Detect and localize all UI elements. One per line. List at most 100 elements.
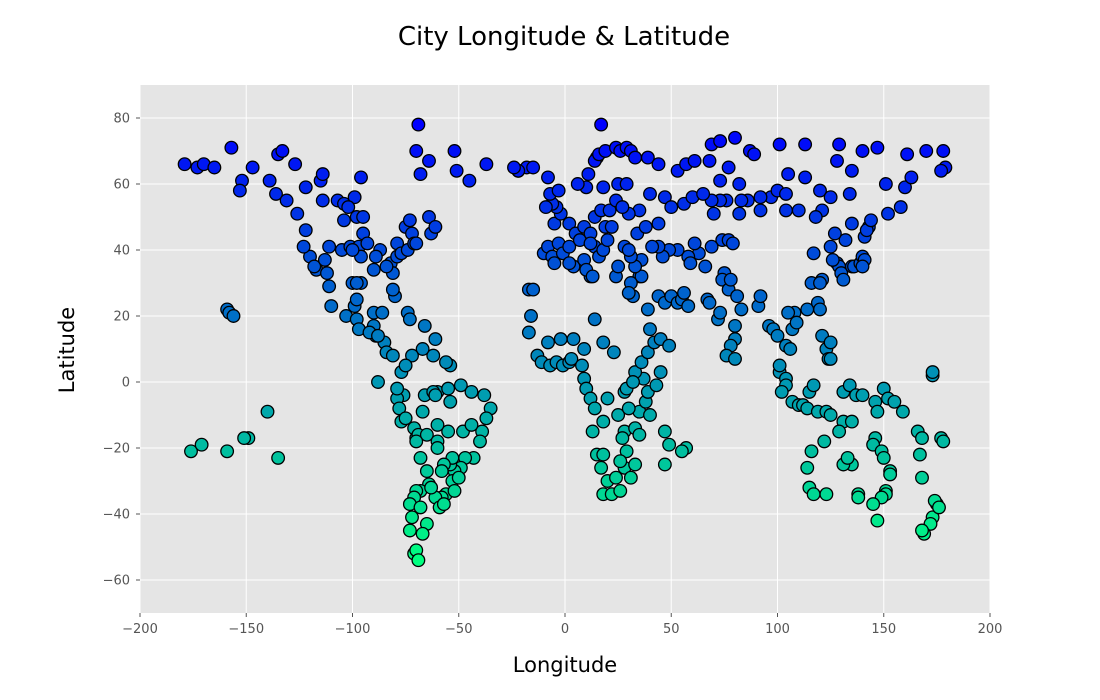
data-point: [866, 497, 881, 512]
data-point: [479, 157, 494, 172]
data-point: [632, 427, 647, 442]
data-point: [526, 160, 541, 175]
data-point: [823, 239, 838, 254]
data-point: [876, 450, 891, 465]
data-point: [791, 203, 806, 218]
data-point: [919, 144, 934, 158]
data-point: [237, 431, 252, 446]
data-point: [840, 450, 855, 465]
data-point: [451, 470, 466, 485]
data-point: [855, 259, 870, 274]
data-point: [887, 394, 902, 409]
data-point: [428, 219, 443, 234]
data-point: [349, 292, 364, 307]
data-point: [638, 219, 653, 234]
data-point: [830, 153, 844, 168]
data-point: [224, 140, 239, 155]
data-point: [855, 388, 870, 403]
data-point: [594, 460, 609, 475]
data-point: [538, 200, 553, 215]
data-point: [521, 325, 536, 340]
data-point: [674, 444, 689, 459]
data-point: [385, 282, 400, 297]
data-point: [441, 424, 456, 439]
data-point: [925, 365, 940, 380]
chart-title: City Longitude & Latitude: [397, 22, 731, 52]
data-point: [936, 434, 951, 449]
data-point: [774, 384, 789, 399]
data-point: [596, 447, 611, 462]
data-point: [315, 167, 330, 182]
data-point: [405, 510, 419, 525]
data-point: [562, 216, 577, 231]
data-point: [587, 401, 602, 416]
data-point: [507, 160, 521, 175]
data-point: [596, 180, 611, 195]
x-tick-label: −150: [228, 622, 264, 637]
data-point: [643, 186, 657, 201]
y-tick-label: 40: [113, 244, 130, 259]
data-point: [434, 464, 449, 479]
data-point: [806, 378, 821, 393]
data-point: [577, 342, 592, 356]
data-point: [368, 249, 383, 264]
data-point: [813, 276, 827, 290]
data-point: [298, 180, 313, 195]
data-point: [320, 266, 334, 281]
data-point: [447, 483, 462, 498]
data-point: [634, 269, 649, 284]
data-point: [413, 167, 428, 182]
data-point: [895, 404, 910, 419]
data-point: [600, 233, 615, 248]
data-point: [915, 431, 929, 446]
data-point: [260, 404, 275, 419]
data-point: [547, 256, 562, 271]
data-point: [779, 186, 793, 201]
data-point: [713, 134, 728, 149]
data-point: [606, 345, 621, 360]
data-point: [657, 457, 672, 472]
data-point: [324, 299, 339, 314]
data-point: [789, 315, 804, 330]
data-point: [609, 470, 623, 485]
data-point: [604, 219, 619, 234]
data-point: [657, 424, 672, 439]
data-point: [662, 437, 677, 452]
data-point: [770, 328, 785, 343]
data-point: [611, 408, 626, 422]
data-point: [893, 200, 908, 215]
data-point: [354, 170, 368, 185]
data-point: [417, 318, 432, 333]
data-point: [664, 200, 679, 215]
data-point: [594, 117, 609, 132]
data-point: [634, 355, 649, 370]
data-point: [844, 414, 859, 429]
data-point: [838, 233, 853, 248]
x-tick-label: −50: [445, 622, 472, 637]
data-point: [464, 417, 479, 432]
data-point: [621, 285, 636, 300]
data-point: [290, 206, 305, 221]
data-point: [640, 150, 655, 165]
data-point: [683, 256, 698, 271]
data-point: [602, 203, 617, 218]
data-point: [411, 117, 426, 132]
data-point: [619, 177, 634, 191]
data-point: [817, 434, 832, 449]
y-tick-label: −40: [103, 508, 130, 523]
data-point: [371, 328, 385, 343]
data-point: [570, 177, 585, 191]
data-point: [402, 523, 417, 538]
data-point: [640, 302, 655, 317]
data-point: [734, 193, 749, 208]
data-point: [366, 262, 381, 277]
data-point: [583, 236, 598, 251]
data-point: [730, 289, 745, 304]
data-point: [687, 153, 702, 168]
data-point: [428, 332, 443, 347]
data-point: [441, 381, 456, 396]
data-point: [753, 289, 768, 304]
data-point: [870, 404, 885, 419]
data-point: [732, 177, 747, 191]
data-point: [615, 200, 630, 215]
